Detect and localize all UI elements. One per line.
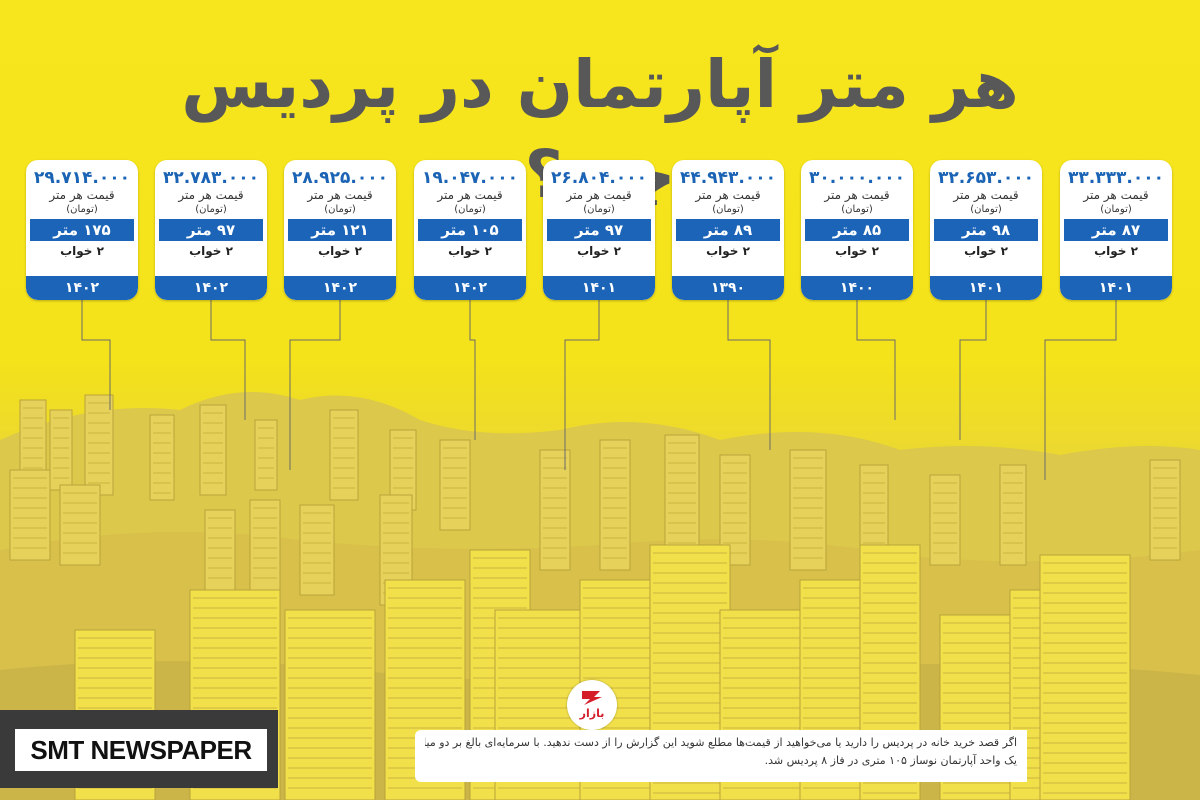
card-unit: (تومان): [970, 204, 1002, 215]
card-unit: (تومان): [1100, 204, 1132, 215]
price-card: ۲۹.۷۱۴.۰۰۰ قیمت هر متر (تومان) ۱۷۵ متر ۲ خوا…: [26, 160, 138, 300]
card-price-label: قیمت هر متر: [953, 188, 1019, 202]
card-price: ۲۸.۹۲۵.۰۰۰: [292, 168, 388, 188]
building: [999, 464, 1027, 566]
card-price: ۳۲.۷۸۳.۰۰۰: [163, 168, 259, 188]
connector-line: [564, 300, 600, 470]
price-card: ۳۰.۰۰۰.۰۰۰ قیمت هر متر (تومان) ۸۵ متر ۲ خواب…: [801, 160, 913, 300]
card-year: ۱۴۰۲: [155, 276, 267, 300]
connector-line: [856, 300, 896, 420]
building: [204, 509, 236, 591]
card-unit: (تومان): [841, 204, 873, 215]
building: [929, 474, 961, 566]
connector-line: [1044, 300, 1117, 480]
connector-line: [959, 300, 987, 440]
card-unit: (تومان): [454, 204, 486, 215]
building: [329, 409, 359, 501]
building: [59, 484, 101, 566]
card-price: ۳۲.۶۵۳.۰۰۰: [938, 168, 1034, 188]
bazar-logo-mark-icon: [582, 691, 602, 705]
price-card: ۲۶.۸۰۴.۰۰۰ قیمت هر متر (تومان) ۹۷ متر ۲ خواب…: [543, 160, 655, 300]
card-year: ۱۴۰۰: [801, 276, 913, 300]
pardis-skyline-illustration: [0, 392, 1200, 800]
card-unit: (تومان): [712, 204, 744, 215]
card-rooms: ۲ خواب: [448, 244, 492, 258]
card-rooms: ۲ خواب: [964, 244, 1008, 258]
card-year: ۱۴۰۲: [414, 276, 526, 300]
connector-line: [289, 300, 341, 470]
card-area: ۸۷ متر: [1064, 219, 1168, 241]
building: [1039, 554, 1131, 800]
price-card: ۱۹.۰۴۷.۰۰۰ قیمت هر متر (تومان) ۱۰۵ متر ۲ خوا…: [414, 160, 526, 300]
card-year: ۱۴۰۲: [26, 276, 138, 300]
footer-line-1: اگر قصد خرید خانه در پردیس را دارید یا م…: [425, 736, 1017, 749]
connector-line: [210, 300, 246, 420]
bazar-logo: بازار: [567, 680, 617, 730]
card-price: ۲۹.۷۱۴.۰۰۰: [34, 168, 130, 188]
card-unit: (تومان): [66, 204, 98, 215]
card-price: ۳۰.۰۰۰.۰۰۰: [809, 168, 905, 188]
building: [1149, 459, 1181, 561]
building: [9, 469, 51, 561]
price-cards: ۲۹.۷۱۴.۰۰۰ قیمت هر متر (تومان) ۱۷۵ متر ۲ خوا…: [26, 160, 1176, 305]
card-price-label: قیمت هر متر: [695, 188, 761, 202]
card-rooms: ۲ خواب: [577, 244, 621, 258]
card-price-label: قیمت هر متر: [1083, 188, 1149, 202]
card-price-label: قیمت هر متر: [307, 188, 373, 202]
card-unit: (تومان): [324, 204, 356, 215]
building: [789, 449, 827, 571]
card-rooms: ۲ خواب: [706, 244, 750, 258]
price-card: ۳۲.۶۵۳.۰۰۰ قیمت هر متر (تومان) ۹۸ متر ۲ خواب…: [930, 160, 1042, 300]
card-price: ۲۶.۸۰۴.۰۰۰: [551, 168, 647, 188]
card-price-label: قیمت هر متر: [178, 188, 244, 202]
card-area: ۹۷ متر: [547, 219, 651, 241]
card-area: ۱۲۱ متر: [288, 219, 392, 241]
card-unit: (تومان): [195, 204, 227, 215]
card-year: ۱۴۰۲: [284, 276, 396, 300]
connector-line: [727, 300, 771, 450]
card-rooms: ۲ خواب: [189, 244, 233, 258]
building: [439, 439, 471, 531]
card-year: ۱۴۰۱: [543, 276, 655, 300]
connector-line: [81, 300, 111, 410]
card-price-label: قیمت هر متر: [566, 188, 632, 202]
price-card: ۲۸.۹۲۵.۰۰۰ قیمت هر متر (تومان) ۱۲۱ متر ۲ خوا…: [284, 160, 396, 300]
card-area: ۸۹ متر: [676, 219, 780, 241]
footer-note: اگر قصد خرید خانه در پردیس را دارید یا م…: [415, 730, 1027, 782]
price-card: ۳۳.۳۳۳.۰۰۰ قیمت هر متر (تومان) ۸۷ متر ۲ خواب…: [1060, 160, 1172, 300]
building: [199, 404, 227, 496]
card-rooms: ۲ خواب: [1094, 244, 1138, 258]
price-card: ۳۲.۷۸۳.۰۰۰ قیمت هر متر (تومان) ۹۷ متر ۲ خواب…: [155, 160, 267, 300]
card-unit: (تومان): [583, 204, 615, 215]
card-year: ۱۴۰۱: [930, 276, 1042, 300]
price-card: ۴۴.۹۴۳.۰۰۰ قیمت هر متر (تومان) ۸۹ متر ۲ خواب…: [672, 160, 784, 300]
card-year: ۱۴۰۱: [1060, 276, 1172, 300]
building: [84, 394, 114, 496]
watermark-text: SMT NEWSPAPER: [15, 729, 267, 771]
card-price: ۴۴.۹۴۳.۰۰۰: [680, 168, 776, 188]
card-area: ۱۷۵ متر: [30, 219, 134, 241]
card-rooms: ۲ خواب: [835, 244, 879, 258]
card-rooms: ۲ خواب: [60, 244, 104, 258]
card-rooms: ۲ خواب: [318, 244, 362, 258]
watermark: SMT NEWSPAPER: [0, 710, 278, 788]
card-area: ۹۷ متر: [159, 219, 263, 241]
building: [249, 499, 281, 591]
card-price-label: قیمت هر متر: [49, 188, 115, 202]
card-area: ۱۰۵ متر: [418, 219, 522, 241]
card-area: ۹۸ متر: [934, 219, 1038, 241]
card-year: ۱۳۹۰: [672, 276, 784, 300]
connector-line: [469, 300, 476, 440]
building: [149, 414, 175, 501]
bazar-logo-text: بازار: [579, 707, 605, 720]
card-price-label: قیمت هر متر: [437, 188, 503, 202]
card-price: ۱۹.۰۴۷.۰۰۰: [422, 168, 518, 188]
footer-line-2: یک واحد آپارتمان نوساز ۱۰۵ متری در فاز ۸…: [764, 754, 1017, 767]
building: [299, 504, 335, 596]
card-price: ۳۳.۳۳۳.۰۰۰: [1068, 168, 1164, 188]
card-price-label: قیمت هر متر: [824, 188, 890, 202]
card-area: ۸۵ متر: [805, 219, 909, 241]
